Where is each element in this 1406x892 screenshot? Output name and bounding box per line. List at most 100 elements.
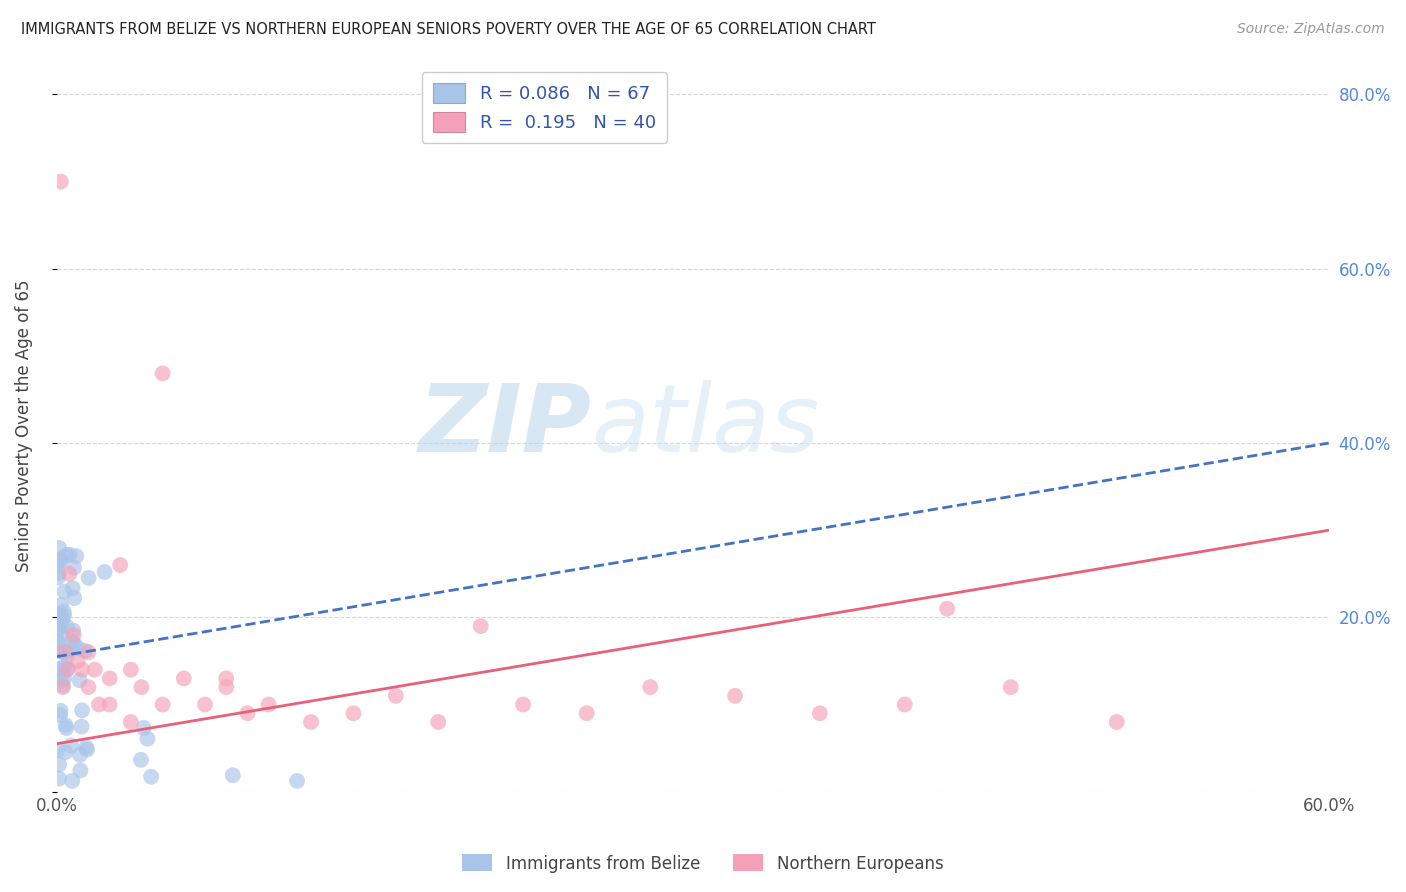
Point [152, 367, 174, 381]
Point [53, 745, 76, 759]
Text: atlas: atlas [591, 380, 820, 471]
Point [83, 663, 105, 677]
Point [70, 703, 93, 717]
Point [53, 672, 76, 686]
Point [56, 661, 79, 675]
Point [52, 660, 75, 674]
Point [55, 548, 77, 562]
Point [48, 772, 70, 786]
Point [236, 706, 259, 721]
Point [53, 584, 76, 599]
Point [60, 739, 83, 753]
Legend: Immigrants from Belize, Northern Europeans: Immigrants from Belize, Northern Europea… [456, 847, 950, 880]
Point [724, 689, 747, 703]
Point [46, 635, 69, 649]
Point [60, 773, 83, 788]
Point [77, 645, 100, 659]
Point [257, 698, 280, 712]
Point [66, 654, 89, 668]
Point [51, 673, 73, 687]
Point [49, 175, 72, 189]
Point [55, 619, 77, 633]
Point [575, 706, 598, 721]
Legend: R = 0.086   N = 67, R =  0.195   N = 40: R = 0.086 N = 67, R = 0.195 N = 40 [422, 72, 666, 143]
Point [49, 708, 72, 723]
Point [1105, 714, 1128, 729]
Point [46, 644, 69, 658]
Point [49, 704, 72, 718]
Y-axis label: Seniors Poverty Over the Age of 65: Seniors Poverty Over the Age of 65 [15, 279, 32, 572]
Point [52, 644, 75, 658]
Point [48, 662, 70, 676]
Point [936, 601, 959, 615]
Point [640, 680, 662, 694]
Point [427, 714, 450, 729]
Point [52, 680, 75, 694]
Point [48, 757, 70, 772]
Point [55, 718, 77, 732]
Point [59, 548, 82, 562]
Point [46, 570, 69, 584]
Point [342, 706, 364, 721]
Point [51, 665, 73, 679]
Point [49, 609, 72, 624]
Point [98, 698, 121, 712]
Point [69, 747, 91, 762]
Point [285, 773, 308, 788]
Point [53, 645, 76, 659]
Point [59, 643, 82, 657]
Text: IMMIGRANTS FROM BELIZE VS NORTHERN EUROPEAN SENIORS POVERTY OVER THE AGE OF 65 C: IMMIGRANTS FROM BELIZE VS NORTHERN EUROP… [21, 22, 876, 37]
Point [77, 680, 100, 694]
Point [48, 622, 70, 636]
Point [49, 554, 72, 568]
Point [63, 591, 86, 605]
Point [46, 559, 69, 574]
Point [194, 698, 217, 712]
Point [173, 672, 195, 686]
Point [110, 558, 132, 573]
Point [129, 753, 152, 767]
Point [70, 663, 93, 677]
Point [46, 607, 69, 621]
Point [76, 742, 98, 756]
Point [55, 721, 77, 735]
Point [49, 552, 72, 566]
Point [70, 720, 93, 734]
Point [215, 680, 238, 694]
Point [69, 764, 91, 778]
Point [132, 721, 155, 735]
Point [131, 680, 153, 694]
Point [46, 743, 69, 757]
Point [63, 560, 86, 574]
Point [55, 649, 77, 664]
Point [46, 633, 69, 648]
Point [49, 598, 72, 612]
Point [51, 629, 73, 643]
Point [67, 641, 90, 656]
Point [60, 634, 83, 648]
Point [53, 608, 76, 623]
Point [222, 768, 245, 782]
Point [52, 678, 75, 692]
Point [893, 698, 915, 712]
Point [48, 541, 70, 555]
Point [75, 644, 97, 658]
Point [51, 613, 73, 627]
Point [62, 624, 84, 638]
Point [58, 566, 80, 581]
Point [52, 605, 75, 619]
Point [62, 581, 84, 595]
Point [77, 571, 100, 585]
Point [215, 672, 238, 686]
Point [93, 565, 115, 579]
Point [87, 698, 110, 712]
Point [299, 714, 322, 729]
Point [62, 628, 84, 642]
Point [136, 731, 159, 746]
Point [152, 698, 174, 712]
Point [49, 616, 72, 631]
Point [385, 689, 408, 703]
Point [120, 663, 142, 677]
Point [120, 714, 142, 729]
Point [48, 566, 70, 581]
